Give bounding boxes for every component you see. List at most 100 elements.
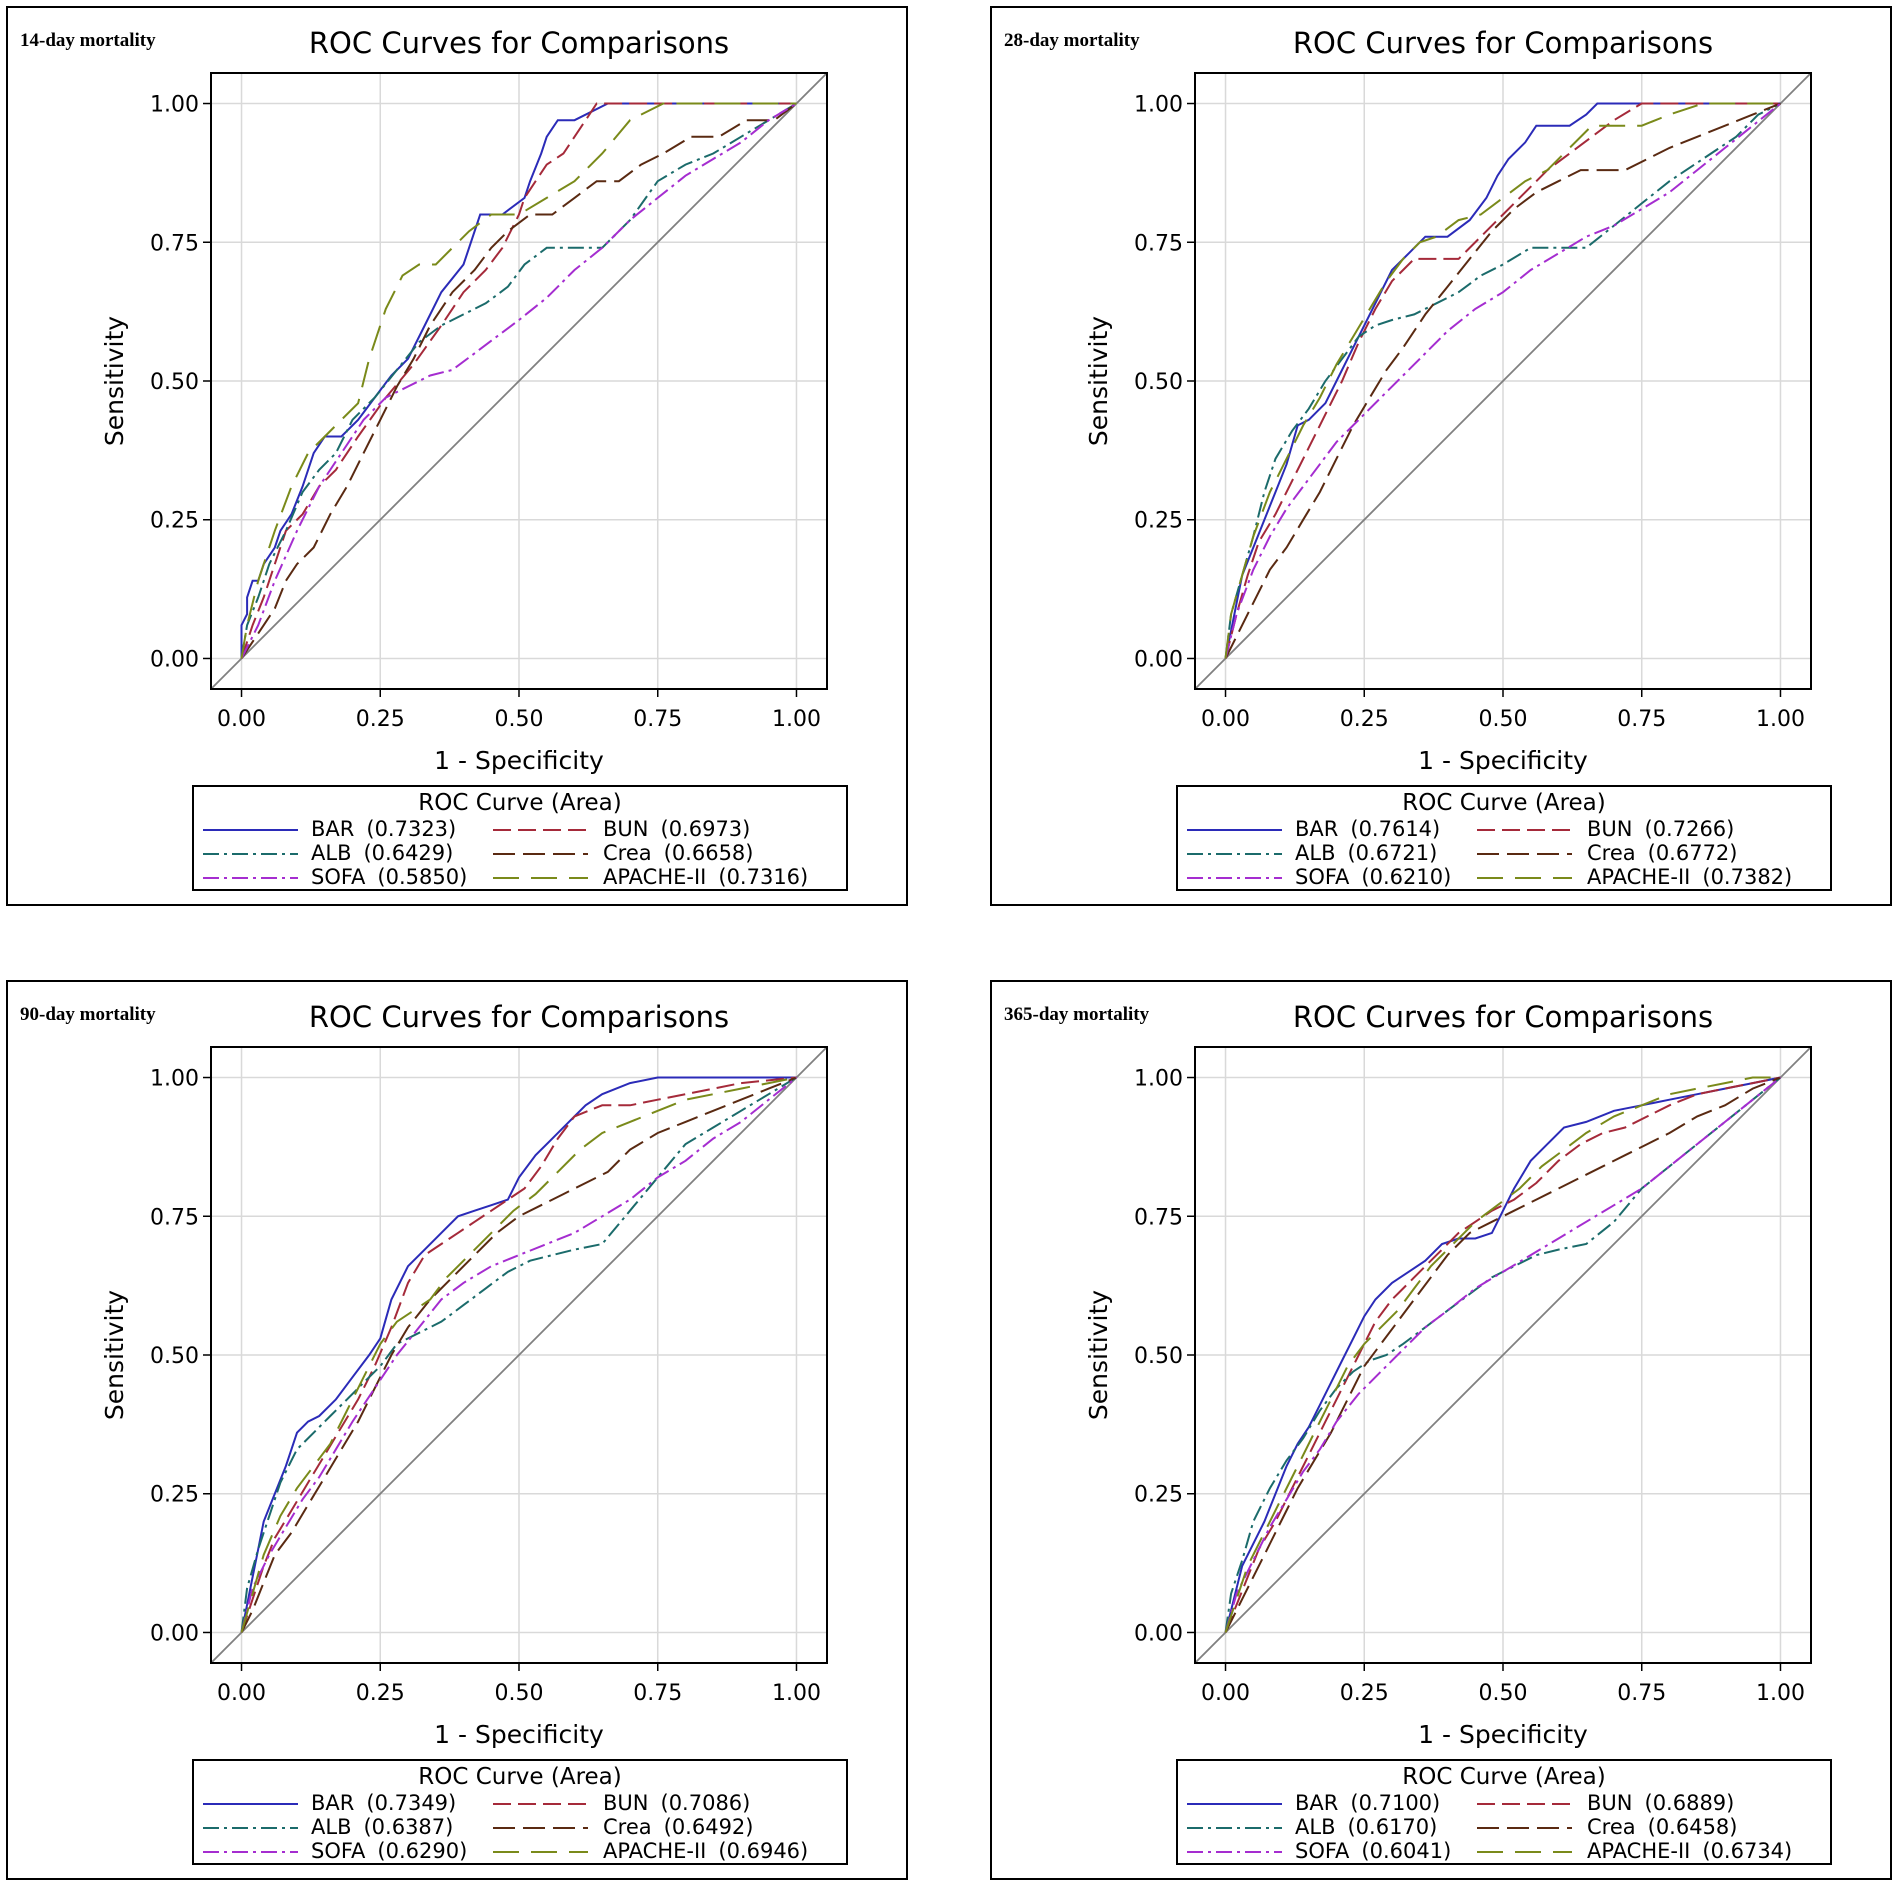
legend-title: ROC Curve (Area) bbox=[1402, 790, 1606, 816]
legend-label-bun: BUN bbox=[603, 1791, 649, 1815]
y-tick-label: 0.00 bbox=[1134, 1621, 1183, 1646]
legend-area-bar: (0.7614) bbox=[1350, 817, 1440, 841]
legend-area-apache-ii: (0.7382) bbox=[1702, 865, 1792, 889]
panel-label: 28-day mortality bbox=[1004, 30, 1140, 51]
roc-curve-bar bbox=[1224, 102, 1781, 659]
panel-label: 90-day mortality bbox=[20, 1004, 156, 1025]
legend-area-sofa: (0.6290) bbox=[377, 1839, 467, 1863]
roc-curve-apache-ii bbox=[240, 1076, 797, 1633]
x-tick-label: 0.50 bbox=[1479, 1681, 1528, 1706]
roc-curve-bun bbox=[240, 102, 797, 659]
legend-label-apache-ii: APACHE-II bbox=[1587, 1839, 1690, 1863]
y-tick-label: 0.50 bbox=[1134, 370, 1183, 395]
x-tick-label: 1.00 bbox=[772, 1681, 821, 1706]
x-tick-label: 0.25 bbox=[1340, 707, 1389, 732]
legend-area-bun: (0.6889) bbox=[1645, 1791, 1735, 1815]
y-tick-label: 0.50 bbox=[150, 370, 199, 395]
x-tick-label: 0.25 bbox=[356, 1681, 405, 1706]
y-tick-label: 0.75 bbox=[150, 231, 199, 256]
roc-chart-svg: 28-day mortality ROC Curves for Compariso… bbox=[1004, 26, 1832, 891]
diagonal-reference-line bbox=[210, 1046, 828, 1664]
y-tick-label: 0.75 bbox=[150, 1205, 199, 1230]
legend-area-crea: (0.6658) bbox=[664, 841, 754, 865]
roc-curve-sofa bbox=[240, 1076, 798, 1633]
x-axis-label: 1 - Specificity bbox=[1418, 1720, 1588, 1749]
legend-label-bun: BUN bbox=[1587, 817, 1633, 841]
legend-box bbox=[1176, 1759, 1832, 1865]
x-tick-label: 0.00 bbox=[217, 707, 266, 732]
legend-area-bar: (0.7100) bbox=[1350, 1791, 1440, 1815]
chart-title: ROC Curves for Comparisons bbox=[1293, 26, 1713, 60]
roc-curve-alb bbox=[240, 1076, 798, 1633]
legend-area-sofa: (0.5850) bbox=[377, 865, 467, 889]
roc-curve-bun bbox=[1224, 102, 1781, 659]
roc-chart-svg: 365-day mortality ROC Curves for Comparis… bbox=[1004, 1000, 1832, 1865]
legend-area-bun: (0.7266) bbox=[1645, 817, 1735, 841]
y-tick-label: 0.75 bbox=[1134, 231, 1183, 256]
chart-title: ROC Curves for Comparisons bbox=[309, 26, 729, 60]
roc-curve-crea bbox=[240, 1076, 797, 1633]
y-tick-label: 0.00 bbox=[150, 1621, 199, 1646]
x-tick-label: 0.50 bbox=[495, 1681, 544, 1706]
x-tick-label: 0.00 bbox=[217, 1681, 266, 1706]
legend-area-bun: (0.6973) bbox=[661, 817, 751, 841]
roc-curve-alb bbox=[1224, 102, 1781, 659]
roc-curve-crea bbox=[240, 102, 798, 660]
panel-label: 14-day mortality bbox=[20, 30, 156, 51]
y-tick-label: 1.00 bbox=[1134, 1067, 1183, 1092]
legend-label-alb: ALB bbox=[1295, 841, 1335, 865]
legend-area-sofa: (0.6210) bbox=[1361, 865, 1451, 889]
legend-label-crea: Crea bbox=[603, 1815, 652, 1839]
legend-label-apache-ii: APACHE-II bbox=[1587, 865, 1690, 889]
diagonal-reference-line bbox=[1194, 72, 1812, 690]
y-tick-label: 0.00 bbox=[1134, 647, 1183, 672]
x-tick-label: 0.75 bbox=[633, 1681, 682, 1706]
diagonal-reference-line bbox=[1194, 1046, 1812, 1664]
legend-label-bun: BUN bbox=[603, 817, 649, 841]
legend-label-bar: BAR bbox=[311, 817, 354, 841]
y-tick-label: 0.75 bbox=[1134, 1205, 1183, 1230]
x-tick-label: 1.00 bbox=[1756, 1681, 1805, 1706]
y-tick-label: 0.25 bbox=[150, 509, 199, 534]
y-axis-label: Sensitivity bbox=[1084, 316, 1113, 446]
roc-panel-14-day: 14-day mortality ROC Curves for Compariso… bbox=[6, 6, 908, 906]
x-tick-label: 0.75 bbox=[1617, 707, 1666, 732]
roc-panel-28-day: 28-day mortality ROC Curves for Compariso… bbox=[990, 6, 1892, 906]
y-tick-label: 0.50 bbox=[150, 1344, 199, 1369]
legend-area-apache-ii: (0.7316) bbox=[718, 865, 808, 889]
legend-box bbox=[192, 785, 848, 891]
panel-label: 365-day mortality bbox=[1004, 1004, 1150, 1025]
legend-area-sofa: (0.6041) bbox=[1361, 1839, 1451, 1863]
legend-area-crea: (0.6458) bbox=[1648, 1815, 1738, 1839]
legend-label-sofa: SOFA bbox=[311, 1839, 366, 1863]
legend-label-bun: BUN bbox=[1587, 1791, 1633, 1815]
legend-label-crea: Crea bbox=[1587, 841, 1636, 865]
chart-title: ROC Curves for Comparisons bbox=[309, 1000, 729, 1034]
legend-label-crea: Crea bbox=[1587, 1815, 1636, 1839]
legend-label-apache-ii: APACHE-II bbox=[603, 1839, 706, 1863]
roc-chart-svg: 90-day mortality ROC Curves for Compariso… bbox=[20, 1000, 848, 1865]
roc-curve-alb bbox=[240, 102, 798, 659]
y-tick-label: 1.00 bbox=[1134, 93, 1183, 118]
x-tick-label: 0.25 bbox=[356, 707, 405, 732]
roc-panel-365-day: 365-day mortality ROC Curves for Comparis… bbox=[990, 980, 1892, 1880]
x-axis-label: 1 - Specificity bbox=[434, 746, 604, 775]
y-tick-label: 0.25 bbox=[1134, 509, 1183, 534]
y-axis-label: Sensitivity bbox=[100, 1290, 129, 1420]
legend-box bbox=[1176, 785, 1832, 891]
legend-area-crea: (0.6492) bbox=[664, 1815, 754, 1839]
y-tick-label: 0.25 bbox=[1134, 1483, 1183, 1508]
legend-label-bar: BAR bbox=[311, 1791, 354, 1815]
x-tick-label: 0.75 bbox=[1617, 1681, 1666, 1706]
y-tick-label: 0.25 bbox=[150, 1483, 199, 1508]
x-tick-label: 0.25 bbox=[1340, 1681, 1389, 1706]
legend-label-bar: BAR bbox=[1295, 1791, 1338, 1815]
legend-area-apache-ii: (0.6734) bbox=[1702, 1839, 1792, 1863]
roc-panel-90-day: 90-day mortality ROC Curves for Compariso… bbox=[6, 980, 908, 1880]
legend-area-alb: (0.6170) bbox=[1347, 1815, 1437, 1839]
diagonal-reference-line bbox=[210, 72, 828, 690]
legend-label-sofa: SOFA bbox=[311, 865, 366, 889]
roc-curve-apache-ii bbox=[1224, 1076, 1781, 1633]
y-tick-label: 1.00 bbox=[150, 1067, 199, 1092]
roc-curve-sofa bbox=[1224, 1076, 1782, 1633]
